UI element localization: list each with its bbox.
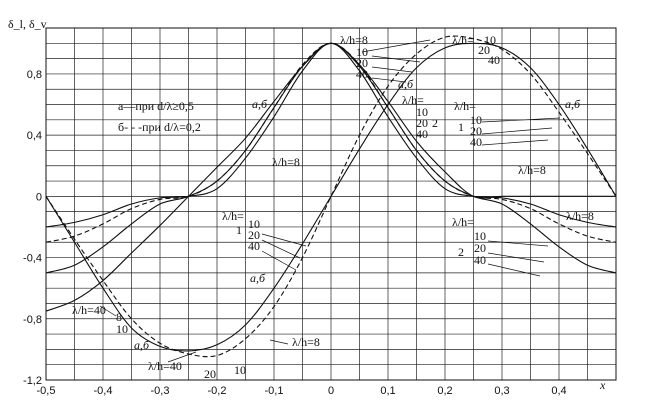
annot-2-center: 2 bbox=[432, 116, 438, 130]
annot-10-left: 10 bbox=[116, 322, 128, 336]
annot-lh-right2: λ/h= bbox=[452, 215, 474, 229]
series-line-2 bbox=[45, 35, 617, 358]
y-axis-label: δ_l, δ_v bbox=[8, 17, 47, 31]
annot-20-bottom: 20 bbox=[204, 367, 216, 381]
y-tick-label: -0,8 bbox=[23, 314, 42, 326]
x-tick-label: -0,3 bbox=[151, 385, 170, 397]
x-tick-label: 0,2 bbox=[437, 385, 452, 397]
annot-lh8-top: λ/h=8 bbox=[340, 33, 368, 47]
annot-20-center: 20 bbox=[416, 116, 428, 130]
annot-40-right1: 40 bbox=[470, 135, 482, 149]
annot-1-right: 1 bbox=[458, 120, 464, 134]
annot-20-top: 20 bbox=[356, 56, 368, 70]
annot-20-right1: 20 bbox=[470, 124, 482, 138]
series-line-1 bbox=[45, 42, 617, 352]
annot-10-bottom: 10 bbox=[234, 363, 246, 377]
x-tick-label: 0,4 bbox=[551, 385, 566, 397]
series-line-5 bbox=[45, 42, 617, 274]
annot-ab-mid: а,б bbox=[250, 271, 266, 285]
x-tick-label: 0 bbox=[328, 385, 334, 397]
annot-lh8-bottom: λ/h=8 bbox=[292, 335, 320, 349]
annot-10-topright: 10 bbox=[484, 33, 496, 47]
plot-frame bbox=[45, 27, 617, 381]
x-tick-label: -0,2 bbox=[208, 385, 227, 397]
x-tick-label: 0,1 bbox=[380, 385, 395, 397]
leader-lines bbox=[99, 39, 561, 363]
annot-ab-bottom: а,б bbox=[134, 338, 150, 352]
annot-1-mid: 1 bbox=[236, 223, 242, 237]
tick-labels: -0,5 -0,4 -0,3 -0,2 -0,1 0 0,1 0,2 0,3 0,4 0,8 0,4 0… bbox=[23, 69, 567, 397]
annot-10-center: 10 bbox=[416, 105, 428, 119]
annot-lh40-left: λ/h=40 bbox=[72, 303, 106, 317]
annot-10-right2: 10 bbox=[474, 229, 486, 243]
annot-40-center: 40 bbox=[416, 127, 428, 141]
annot-lh-topright: λ/h= bbox=[452, 33, 474, 47]
annot-lh8-mid: λ/h=8 bbox=[272, 155, 300, 169]
annot-20-mid: 20 bbox=[248, 228, 260, 242]
annot-lh-right1: λ/h= bbox=[454, 99, 476, 113]
y-tick-label: 0,4 bbox=[27, 130, 42, 142]
annot-20-right2: 20 bbox=[474, 241, 486, 255]
annot-ab-right: а,б bbox=[565, 97, 581, 111]
annot-lh40-bottom: λ/h=40 bbox=[148, 359, 182, 373]
annot-lh8-right1: λ/h=8 bbox=[518, 163, 546, 177]
annot-40-right2: 40 bbox=[474, 253, 486, 267]
series-line-4 bbox=[45, 42, 617, 243]
annot-10-right1: 10 bbox=[470, 113, 482, 127]
y-tick-label: -1,2 bbox=[23, 375, 42, 387]
legend-line-a: а—при d/λ≥0,5 bbox=[118, 99, 194, 113]
curves bbox=[45, 35, 617, 358]
annot-ab-center: а,б bbox=[398, 77, 414, 91]
annot-lh8-right2: λ/h=8 bbox=[566, 209, 594, 223]
x-tick-label: 0,3 bbox=[494, 385, 509, 397]
y-tick-label: 0 bbox=[36, 191, 42, 203]
x-tick-label: -0,1 bbox=[265, 385, 284, 397]
x-tick-label: -0,5 bbox=[37, 385, 56, 397]
annot-40-top: 40 bbox=[356, 67, 368, 81]
x-tick-label: -0,4 bbox=[94, 385, 113, 397]
annot-10-mid: 10 bbox=[248, 217, 260, 231]
annot-20-topright: 20 bbox=[478, 43, 490, 57]
annot-lh-mid: λ/h= bbox=[222, 209, 244, 223]
annot-ab-topleft: а,б bbox=[252, 97, 268, 111]
annot-40-topright: 40 bbox=[488, 53, 500, 67]
annot-8-left: 8 bbox=[116, 310, 122, 324]
annot-lh-center: λ/h= bbox=[402, 93, 424, 107]
y-tick-label: 0,8 bbox=[27, 69, 42, 81]
annot-2-right: 2 bbox=[458, 245, 464, 259]
y-tick-label: -0,4 bbox=[23, 253, 42, 265]
x-axis-label: x bbox=[599, 378, 606, 392]
legend-line-b: б- - -при d/λ=0,2 bbox=[118, 120, 201, 134]
annot-40-mid: 40 bbox=[248, 239, 260, 253]
